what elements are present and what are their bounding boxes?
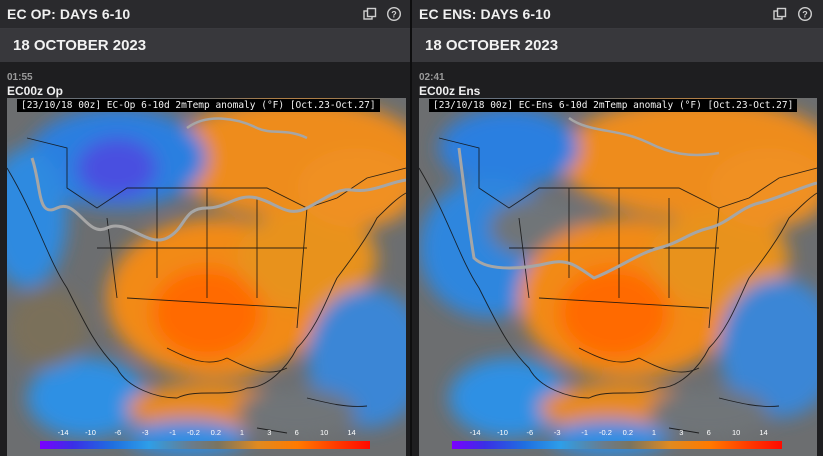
legend-tick: 10	[731, 428, 741, 437]
legend-tick: -14	[469, 428, 481, 437]
legend-tick: -1	[169, 428, 176, 437]
svg-text:?: ?	[802, 10, 808, 20]
panel-header: EC ENS: DAYS 6-10 ?	[412, 0, 823, 29]
model-name: EC00z Ens	[419, 84, 481, 98]
forecast-date: 18 OCTOBER 2023	[425, 37, 559, 54]
run-time: 02:41	[419, 72, 445, 83]
legend-colorbar	[452, 441, 782, 449]
legend-tick: -10	[85, 428, 96, 437]
legend-tick: -6	[114, 428, 122, 437]
legend-tick: -10	[497, 428, 508, 437]
legend-tick: 1	[239, 428, 245, 437]
anomaly-field	[419, 98, 817, 456]
panel-divider	[410, 0, 412, 456]
map-caption: [23/10/18 00z] EC-Op 6-10d 2mTemp anomal…	[17, 99, 380, 112]
legend-tick: -0.2	[186, 428, 200, 437]
legend-tick: -6	[526, 428, 534, 437]
legend-tick: 3	[267, 428, 272, 437]
panel-title: EC OP: DAYS 6-10	[7, 6, 131, 22]
legend-ticks: -14 -10 -6 -3 -1 -0.2 0.2 1 3 6 10 14	[452, 428, 782, 440]
help-icon[interactable]: ?	[386, 6, 402, 22]
date-bar: 18 OCTOBER 2023	[412, 29, 823, 62]
legend-tick: 10	[319, 428, 329, 437]
temperature-anomaly-map[interactable]: [23/10/18 00z] EC-Ens 6-10d 2mTemp anoma…	[419, 98, 817, 456]
legend-tick: 14	[347, 428, 356, 437]
legend-tick: 14	[759, 428, 768, 437]
map-caption: [23/10/18 00z] EC-Ens 6-10d 2mTemp anoma…	[429, 99, 798, 112]
legend-colorbar	[40, 441, 370, 449]
forecast-date: 18 OCTOBER 2023	[13, 37, 147, 54]
legend-tick: 1	[651, 428, 657, 437]
help-icon[interactable]: ?	[797, 6, 813, 22]
svg-text:?: ?	[391, 10, 397, 20]
legend-tick: 6	[294, 428, 299, 437]
panel-title: EC ENS: DAYS 6-10	[419, 6, 551, 22]
legend-tick: -0.2	[598, 428, 612, 437]
date-bar: 18 OCTOBER 2023	[0, 29, 410, 62]
popout-icon[interactable]	[362, 6, 378, 22]
model-name: EC00z Op	[7, 84, 64, 98]
run-time: 01:55	[7, 72, 33, 83]
color-legend: -14 -10 -6 -3 -1 -0.2 0.2 1 3 6 10 14	[452, 428, 782, 456]
legend-tick: -1	[581, 428, 588, 437]
legend-tick: 0.2	[622, 428, 634, 437]
temperature-anomaly-map[interactable]: [23/10/18 00z] EC-Op 6-10d 2mTemp anomal…	[7, 98, 406, 456]
legend-ticks: -14 -10 -6 -3 -1 -0.2 0.2 1 3 6 10 14	[40, 428, 370, 440]
legend-tick: 3	[679, 428, 684, 437]
legend-tick: -3	[553, 428, 561, 437]
popout-icon[interactable]	[772, 6, 788, 22]
panel-header: EC OP: DAYS 6-10 ?	[0, 0, 410, 29]
legend-tick: 0.2	[210, 428, 222, 437]
anomaly-field	[7, 98, 406, 456]
panel-ec-ens: EC ENS: DAYS 6-10 ? 18 OCTOBER 2023 02:4…	[412, 0, 823, 456]
panel-ec-op: EC OP: DAYS 6-10 ? 18 OCTOBER 2023 01:55…	[0, 0, 410, 456]
legend-tick: 6	[706, 428, 711, 437]
color-legend: -14 -10 -6 -3 -1 -0.2 0.2 1 3 6 10 14	[40, 428, 370, 456]
legend-tick: -3	[141, 428, 149, 437]
legend-tick: -14	[57, 428, 69, 437]
